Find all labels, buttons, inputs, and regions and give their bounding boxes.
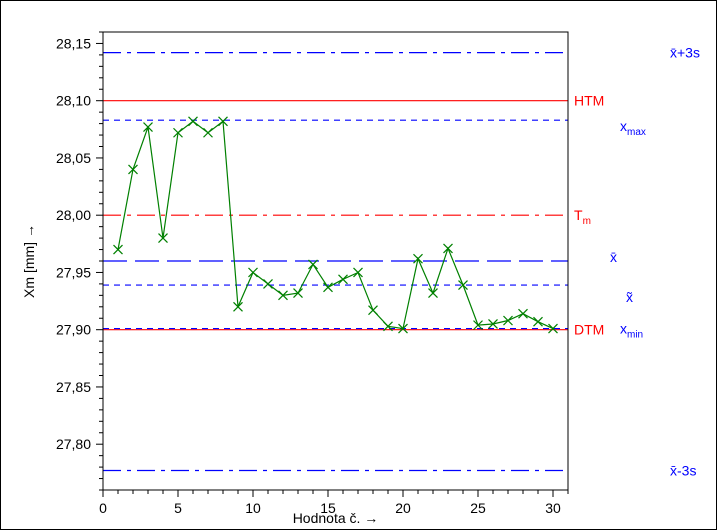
ref-label-sub: m: [583, 216, 591, 227]
x-tick-label: 25: [470, 500, 486, 516]
data-point: [414, 254, 423, 263]
axes: 27,80 27,85 27,90 27,95 28,00 28,05 28,10 28,15…: [56, 32, 568, 516]
ref-label-sub: min: [627, 330, 643, 341]
ref-label-lcl: x̄-3s: [670, 463, 696, 479]
data-point: [189, 117, 198, 126]
ref-label-dtm: DTM: [574, 322, 604, 338]
ref-label-main: HTM: [574, 93, 604, 109]
y-tick-label: 28,10: [56, 93, 91, 109]
ref-label-main: x: [620, 118, 627, 134]
y-tick-label: 27,80: [56, 436, 91, 452]
x-axis-title: Hodnota č. →: [293, 510, 379, 526]
ref-label-sub: max: [627, 127, 646, 138]
data-point: [324, 283, 333, 292]
data-series: [114, 117, 558, 333]
ref-label-main: DTM: [574, 322, 604, 338]
ref-label-main: x̄+3s: [670, 45, 700, 61]
reference-lines: [103, 53, 568, 471]
data-point: [204, 128, 213, 137]
data-point: [249, 268, 258, 277]
data-point: [534, 317, 543, 326]
ref-label-mean: x̄: [610, 249, 617, 265]
y-tick-label: 27,90: [56, 322, 91, 338]
data-point: [354, 268, 363, 277]
ref-label-main: x: [620, 321, 627, 337]
series-line: [118, 121, 553, 328]
y-tick-label: 27,85: [56, 379, 91, 395]
ref-label-median: x̃: [626, 289, 633, 305]
y-tick-label: 28,00: [56, 207, 91, 223]
x-tick-label: 10: [245, 500, 261, 516]
data-point: [429, 289, 438, 298]
ref-label-ucl: x̄+3s: [670, 45, 700, 61]
ref-label-tm: Tm: [574, 207, 591, 227]
data-point: [339, 275, 348, 284]
ref-label-main: x̃: [626, 289, 633, 305]
x-tick-label: 30: [545, 500, 561, 516]
x-tick-label: 5: [174, 500, 182, 516]
ref-label-xmin: xmin: [620, 321, 643, 341]
ref-label-main: x̄: [610, 249, 617, 265]
data-point: [519, 309, 528, 318]
ref-label-htm: HTM: [574, 93, 604, 109]
x-tick-label: 0: [99, 500, 107, 516]
x-tick-label: 20: [395, 500, 411, 516]
data-point: [444, 244, 453, 253]
y-tick-label: 27,95: [56, 264, 91, 280]
y-tick-label: 28,05: [56, 150, 91, 166]
data-point: [264, 279, 273, 288]
y-axis-title: Xm [mm] →: [21, 224, 37, 298]
y-tick-label: 28,15: [56, 35, 91, 51]
data-point: [369, 306, 378, 315]
data-point: [504, 316, 513, 325]
ref-label-xmax: xmax: [620, 118, 646, 138]
ref-label-main: x̄-3s: [670, 463, 696, 479]
